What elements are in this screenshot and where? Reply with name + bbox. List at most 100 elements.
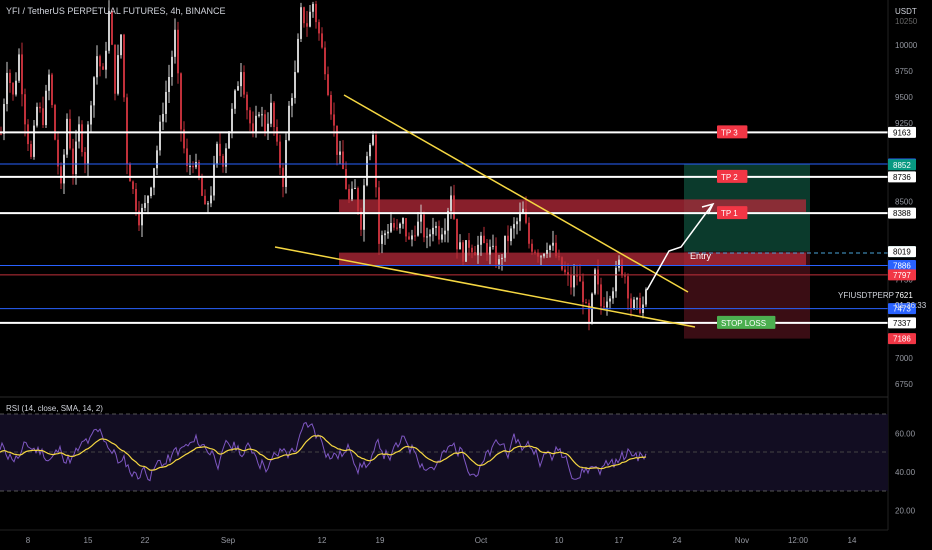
price-tick: 8500 <box>895 197 913 206</box>
candle-body <box>72 148 74 175</box>
price-label-box <box>888 333 916 345</box>
candle-body <box>237 86 239 91</box>
candle-body <box>393 223 395 228</box>
candle-body <box>444 230 446 235</box>
candle-body <box>0 133 2 135</box>
candle-body <box>159 121 161 151</box>
time-tick: Sep <box>221 536 236 545</box>
countdown-label: 01:36:33 <box>895 301 927 310</box>
candle-body <box>351 188 353 200</box>
price-label-box <box>888 269 916 281</box>
price-label: 8852 <box>893 161 911 170</box>
candle-body <box>288 105 290 141</box>
time-tick: 14 <box>848 536 857 545</box>
candle-body <box>624 275 626 277</box>
candle-body <box>300 7 302 39</box>
candle-body <box>471 247 473 253</box>
price-tick: 6750 <box>895 380 913 389</box>
candle-body <box>639 297 641 314</box>
candle-body <box>195 162 197 168</box>
candle-body <box>51 74 53 106</box>
candle-body <box>102 66 104 70</box>
candle-body <box>180 73 182 130</box>
candle-body <box>96 56 98 78</box>
candle-body <box>552 242 554 246</box>
candle-body <box>447 210 449 231</box>
candle-body <box>66 118 68 155</box>
candle-body <box>216 143 218 164</box>
candle-body <box>333 114 335 126</box>
candle-body <box>495 245 497 265</box>
candle-body <box>573 275 575 288</box>
candle-body <box>126 97 128 165</box>
candle-body <box>612 291 614 299</box>
candle-body <box>291 97 293 106</box>
level-tags: TP 3 TP 2 TP 1 STOP LOSS Entry <box>690 125 776 329</box>
candle-body <box>27 124 29 145</box>
candle-body <box>627 276 629 299</box>
candle-body <box>156 150 158 169</box>
candle-body <box>507 235 509 242</box>
candle-body <box>498 259 500 265</box>
candle-body <box>222 155 224 167</box>
tp1-text: TP 1 <box>721 209 738 218</box>
candle-body <box>309 11 311 27</box>
price-label: 8019 <box>893 248 911 257</box>
candle-body <box>528 222 530 244</box>
time-tick: 10 <box>555 536 564 545</box>
candle-body <box>423 214 425 238</box>
candle-body <box>540 256 542 258</box>
price-label-box <box>888 207 916 219</box>
candle-body <box>420 214 422 222</box>
time-axis[interactable]: 8 15 22 Sep 12 19 Oct 10 17 24 Nov 12:00 14 <box>26 536 857 545</box>
candle-body <box>513 224 515 229</box>
candle-body <box>15 80 17 95</box>
candle-body <box>171 56 173 77</box>
upper-trendline[interactable] <box>343 94 689 293</box>
candle-body <box>402 218 404 224</box>
candle-body <box>177 29 179 74</box>
price-label-box <box>888 159 916 171</box>
symbol-title: YFI / TetherUS PERPETUAL FUTURES, 4h, BI… <box>6 6 226 16</box>
tp2-tag <box>717 169 748 183</box>
candle-body <box>120 34 122 56</box>
projection-arrow[interactable] <box>646 204 713 291</box>
candle-body <box>117 55 119 94</box>
candle-body <box>375 134 377 188</box>
candle-body <box>525 208 527 223</box>
price-tick: 9500 <box>895 93 913 102</box>
candle-body <box>285 140 287 187</box>
candle-body <box>87 124 89 165</box>
lower-trendline[interactable] <box>274 246 696 328</box>
candle-body <box>438 226 440 240</box>
candle-body <box>480 235 482 245</box>
candle-body <box>366 156 368 186</box>
candle-body <box>387 231 389 234</box>
candle-body <box>378 187 380 244</box>
candle-body <box>129 164 131 182</box>
time-tick: 12 <box>318 536 327 545</box>
candle-body <box>579 276 581 282</box>
candle-body <box>489 246 491 255</box>
price-label-box <box>888 171 916 183</box>
candle-body <box>246 94 248 111</box>
candle-body <box>36 106 38 126</box>
candle-body <box>450 195 452 211</box>
price-label: 8388 <box>893 209 911 218</box>
candle-body <box>411 235 413 240</box>
arrow-head-icon <box>701 202 715 215</box>
candle-body <box>57 139 59 167</box>
rsi-tick: 60.00 <box>895 429 916 438</box>
candle-body <box>33 125 35 157</box>
entry-label: Entry <box>690 251 712 261</box>
candle-body <box>174 29 176 57</box>
candle-body <box>144 203 146 208</box>
candle-body <box>621 259 623 276</box>
price-label: 7186 <box>893 335 911 344</box>
candle-body <box>201 177 203 196</box>
candle-body <box>90 105 92 125</box>
candle-body <box>312 3 314 12</box>
candle-body <box>303 7 305 24</box>
candle-body <box>108 11 110 51</box>
